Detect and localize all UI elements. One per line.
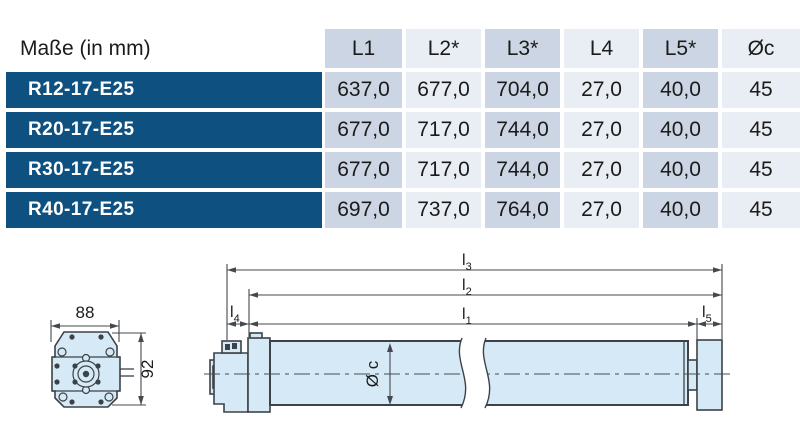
front-view: 88 92: [50, 303, 157, 408]
table-cell: 27,0: [564, 152, 639, 188]
table-cell: 45: [722, 72, 800, 108]
table-cell: 697,0: [325, 192, 402, 228]
row-label: R12-17-E25: [6, 72, 322, 108]
front-width-dim: 88: [50, 303, 120, 342]
column-header-l1: L1: [325, 29, 402, 68]
table-cell: 45: [722, 152, 800, 188]
table-cell: 27,0: [564, 112, 639, 148]
table-cell: 637,0: [325, 72, 402, 108]
front-height-dim: 92: [112, 332, 157, 406]
table-cell: 45: [722, 192, 800, 228]
table-cell: 717,0: [406, 152, 481, 188]
side-view: Ø c l3 l2: [204, 252, 734, 413]
table-title: Maße (in mm): [20, 36, 151, 60]
table-cell: 27,0: [564, 72, 639, 108]
technical-drawing: Ø c l3 l2: [50, 252, 734, 413]
front-height-label: 92: [138, 360, 157, 379]
table-cell: 737,0: [406, 192, 481, 228]
table-cell: 677,0: [406, 72, 481, 108]
table-cell: 677,0: [325, 112, 402, 148]
row-label: R20-17-E25: [6, 112, 322, 148]
table-cell: 704,0: [485, 72, 560, 108]
column-header-l4: L4: [564, 29, 639, 68]
row-label: R40-17-E25: [6, 192, 322, 228]
dim-l4-label: l4: [230, 304, 240, 325]
table-cell: 40,0: [643, 72, 718, 108]
table-cell: 27,0: [564, 192, 639, 228]
table-cell: 40,0: [643, 152, 718, 188]
dim-l1-label: l1: [462, 306, 472, 327]
dim-l2-label: l2: [462, 277, 472, 298]
motor-head: [209, 332, 271, 413]
diameter-callout: Ø c: [363, 343, 393, 405]
table-cell: 744,0: [485, 152, 560, 188]
dimension-lines: l3 l2 l1 l4 l5: [226, 252, 723, 340]
dim-l3-label: l3: [462, 252, 472, 273]
front-width-label: 88: [76, 303, 95, 322]
table-cell: 677,0: [325, 152, 402, 188]
dim-l5-label: l5: [702, 304, 712, 325]
table-cell: 40,0: [643, 192, 718, 228]
diameter-label: Ø c: [363, 360, 382, 387]
column-header-l3: L3*: [485, 29, 560, 68]
table-cell: 744,0: [485, 112, 560, 148]
row-label: R30-17-E25: [6, 152, 322, 188]
end-adapter: [687, 339, 723, 411]
column-header-l5: L5*: [643, 29, 718, 68]
table-cell: 717,0: [406, 112, 481, 148]
table-cell: 45: [722, 112, 800, 148]
table-cell: 40,0: [643, 112, 718, 148]
column-header-oc: Øc: [722, 29, 800, 68]
table-cell: 764,0: [485, 192, 560, 228]
tube-break: [458, 337, 491, 409]
column-header-l2: L2*: [406, 29, 481, 68]
